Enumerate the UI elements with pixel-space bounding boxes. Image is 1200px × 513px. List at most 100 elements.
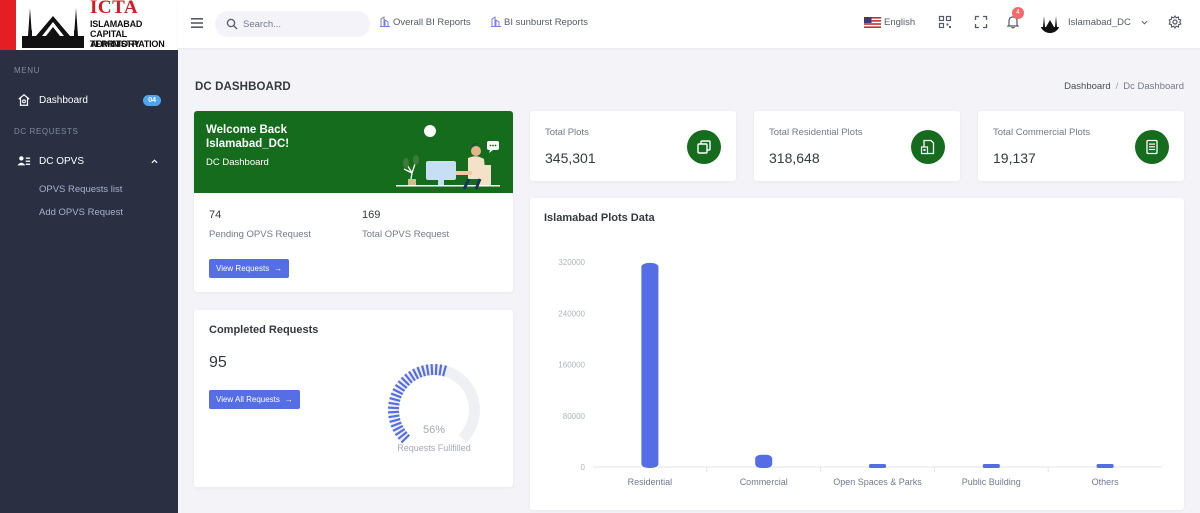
- gauge-tick: [392, 388, 404, 396]
- gauge-tick: [390, 392, 402, 399]
- gauge-tick: [425, 364, 430, 376]
- report-icon: [380, 16, 390, 27]
- gauge-tick: [408, 370, 416, 382]
- y-tick-label: 80000: [563, 412, 586, 421]
- kpi-label: Total Residential Plots: [769, 127, 863, 138]
- y-tick-label: 240000: [558, 309, 585, 318]
- notification-badge: 4: [1012, 7, 1024, 19]
- logo-title: ICTA: [90, 0, 139, 18]
- plots-bar-chart: 320000 240000 160000 80000 0 Residential Comme…: [558, 258, 1162, 487]
- gauge-tick: [412, 368, 420, 380]
- user-name[interactable]: Islamabad_DC: [1068, 17, 1131, 28]
- bar[interactable]: [982, 464, 1000, 468]
- view-all-requests-button[interactable]: View All Requests →: [209, 390, 300, 409]
- dashboard-count-badge: 04: [143, 94, 161, 106]
- arrow-right-icon: →: [274, 264, 283, 273]
- arrow-right-icon: →: [284, 395, 293, 404]
- bi-sunburst-reports-label: BI sunburst Reports: [504, 16, 588, 28]
- view-requests-button[interactable]: View Requests →: [209, 259, 290, 278]
- user-list-icon: [17, 156, 31, 166]
- plots-chart-card: Islamabad Plots Data 320000 240000 160000 8…: [530, 198, 1184, 510]
- gauge-track: [388, 364, 480, 443]
- welcome-subtitle: DC Dashboard: [206, 157, 269, 168]
- apps-grid-icon[interactable]: [938, 15, 952, 29]
- logo-line-1: ISLAMABAD: [90, 19, 143, 29]
- breadcrumb-current: Dc Dashboard: [1123, 81, 1184, 92]
- chevron-up-icon: [151, 158, 158, 163]
- kpi-icon-circle: [911, 130, 945, 164]
- gauge-tick: [404, 373, 413, 384]
- chart-title: Islamabad Plots Data: [544, 212, 655, 224]
- person-at-desk-illustration-icon: [396, 125, 500, 190]
- view-all-requests-label: View All Requests: [216, 395, 280, 404]
- sidebar-item-dashboard[interactable]: Dashboard 04: [0, 88, 178, 112]
- home-icon: [18, 93, 30, 106]
- kpi-value: 19,137: [993, 150, 1036, 166]
- sidebar-sub-add-opvs-request[interactable]: Add OPVS Request: [39, 207, 123, 218]
- settings-gear-icon[interactable]: [1168, 15, 1182, 29]
- kpi-card-commercial-plots: Total Commercial Plots 19,137: [978, 111, 1184, 181]
- gauge-tick: [390, 421, 402, 428]
- gauge-tick: [434, 364, 438, 376]
- chevron-down-icon[interactable]: [1141, 19, 1148, 26]
- breadcrumb-dashboard[interactable]: Dashboard: [1064, 81, 1111, 92]
- completed-title: Completed Requests: [209, 324, 319, 336]
- completed-value: 95: [209, 354, 227, 371]
- kpi-label: Total Commercial Plots: [993, 127, 1091, 138]
- radial-progress-gauge: [388, 364, 480, 444]
- gauge-tick: [430, 364, 434, 376]
- fullscreen-icon[interactable]: [974, 15, 988, 29]
- top-header: Overall BI Reports BI sunburst Reports E…: [178, 0, 1200, 48]
- view-requests-label: View Requests: [216, 264, 270, 273]
- overall-bi-reports-label: Overall BI Reports: [393, 16, 471, 28]
- mosque-avatar-icon: [1040, 16, 1060, 33]
- kpi-value: 345,301: [545, 150, 596, 166]
- y-tick-label: 0: [581, 463, 586, 472]
- overall-bi-reports-link[interactable]: Overall BI Reports: [379, 16, 471, 28]
- bar[interactable]: [641, 262, 659, 468]
- y-tick-label: 320000: [558, 258, 585, 267]
- logo-line-2: CAPITAL TERRITORY: [90, 29, 140, 49]
- kpi-card-total-plots: Total Plots 345,301: [530, 111, 736, 181]
- welcome-banner: Welcome Back Islamabad_DC! DC Dashboard: [194, 111, 513, 193]
- total-opvs-value: 169: [362, 209, 381, 221]
- gauge-tick: [389, 417, 401, 423]
- sidebar-group-label: DC OPVS: [39, 155, 85, 167]
- sidebar-sub-opvs-requests-list[interactable]: OPVS Requests list: [39, 184, 123, 195]
- gauge-tick: [392, 424, 404, 432]
- x-category-label: Commercial: [740, 477, 788, 487]
- gauge-tick: [394, 428, 406, 436]
- gauge-tick: [400, 376, 411, 387]
- building-doc-icon: [920, 139, 935, 155]
- bar[interactable]: [1096, 464, 1114, 468]
- sidebar-group-dc-opvs[interactable]: DC OPVS: [0, 149, 178, 173]
- x-category-label: Others: [1092, 477, 1120, 487]
- gauge-tick: [438, 364, 443, 376]
- x-category-label: Open Spaces & Parks: [833, 477, 922, 487]
- gauge-tick: [388, 406, 400, 410]
- page-title: DC DASHBOARD: [195, 81, 291, 93]
- gauge-tick: [441, 365, 447, 377]
- gauge-tick: [388, 414, 400, 419]
- breadcrumb: Dashboard / Dc Dashboard: [1064, 81, 1184, 92]
- logo[interactable]: ICTA ISLAMABAD CAPITAL TERRITORY ADMINIS…: [0, 0, 178, 50]
- kpi-label: Total Plots: [545, 127, 589, 138]
- welcome-card: Welcome Back Islamabad_DC! DC Dashboard: [194, 111, 513, 292]
- pending-opvs-label: Pending OPVS Request: [209, 229, 311, 240]
- y-tick-label: 160000: [558, 361, 585, 370]
- bar[interactable]: [755, 454, 773, 468]
- search-box: [215, 11, 370, 37]
- completed-requests-card: Completed Requests 95 View All Requests →…: [194, 310, 513, 487]
- gauge-tick: [389, 397, 401, 403]
- bi-sunburst-reports-link[interactable]: BI sunburst Reports: [490, 16, 588, 28]
- gauge-tick: [400, 433, 411, 444]
- search-icon: [226, 18, 238, 30]
- gauge-tick: [416, 366, 423, 378]
- avatar[interactable]: [1040, 13, 1060, 33]
- logo-red-bar: [0, 0, 16, 50]
- pending-opvs-value: 74: [209, 209, 222, 221]
- language-selector[interactable]: English: [864, 17, 915, 28]
- bar[interactable]: [869, 464, 886, 468]
- menu-toggle-icon[interactable]: [190, 16, 204, 30]
- search-input[interactable]: [243, 16, 363, 32]
